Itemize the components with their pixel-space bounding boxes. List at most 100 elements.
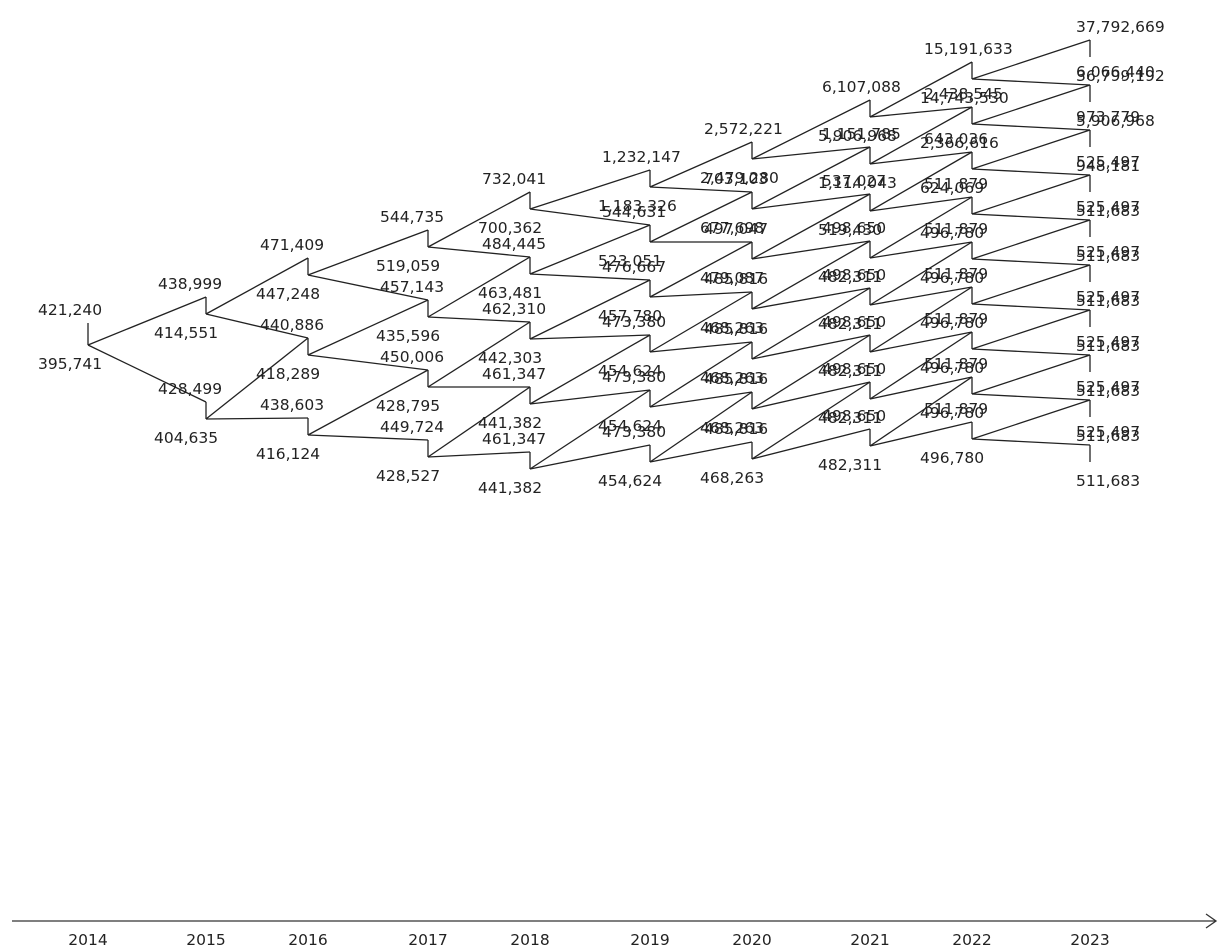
branch-down-7-5	[869, 331, 973, 353]
value-label-8-5-b: 496,780	[920, 314, 984, 332]
value-label-8-3-b: 496,780	[920, 224, 984, 242]
year-labels: 2014 2015 2016 2017 2018 2019 2020 2021 2022 2023	[68, 931, 1109, 949]
value-label-9-4-a: 525,497	[1076, 198, 1140, 216]
value-label-5-3-b: 454,624	[598, 362, 662, 380]
value-label-9-2-a: 973,779	[1076, 108, 1140, 126]
year-label-2022: 2022	[952, 931, 991, 949]
value-label-2-2-a: 438,603	[260, 396, 324, 414]
value-label-7-7-b: 482,311	[818, 456, 882, 474]
branch-down-6-4	[751, 334, 871, 360]
branch-up-8-8	[971, 399, 1091, 440]
branch-up-8-0	[971, 39, 1091, 80]
branch-up-6-2	[751, 193, 871, 260]
branch-down-6-1	[751, 193, 871, 210]
value-label-7-6-b: 482,311	[818, 409, 882, 427]
branch-up-8-1	[971, 84, 1091, 125]
value-label-7-1-b: 1,114,043	[818, 174, 897, 192]
value-label-3-0-a: 544,735	[380, 208, 444, 226]
branch-down-7-2	[869, 196, 973, 212]
value-label-6-0-b: 2,479,280	[700, 169, 779, 187]
value-label-7-4-a: 498,650	[822, 266, 886, 284]
branch-down-8-6	[971, 348, 1091, 356]
value-label-7-5-a: 498,650	[822, 313, 886, 331]
value-label-9-5-a: 525,497	[1076, 243, 1140, 261]
branch-up-5-3	[649, 291, 753, 353]
value-label-6-5-a: 485,816	[704, 370, 768, 388]
value-label-2-1-b: 418,289	[256, 365, 320, 383]
value-label-1-1-a: 428,499	[158, 380, 222, 398]
year-label-2016: 2016	[288, 931, 327, 949]
timeline-axis	[12, 913, 1218, 929]
value-label-6-4-a: 485,816	[704, 320, 768, 338]
branch-up-7-7	[869, 376, 973, 447]
branch-up-7-5	[869, 286, 973, 353]
branch-down-4-2	[529, 334, 651, 340]
value-label-7-1-a: 1,151,785	[822, 125, 901, 143]
branch-up-5-4	[649, 341, 753, 408]
value-label-8-4-a: 511,879	[924, 220, 988, 238]
branch-up-5-5	[649, 391, 753, 463]
branch-up-2-2	[307, 369, 429, 436]
branch-up-5-2	[649, 241, 753, 298]
value-label-6-6-b: 468,263	[700, 469, 764, 487]
value-label-1-0-a: 438,999	[158, 275, 222, 293]
branch-up-4-0	[529, 169, 651, 210]
branch-up-7-1	[869, 106, 973, 165]
branch-down-7-7	[869, 421, 973, 447]
value-label-9-4-b: 511,683	[1076, 247, 1140, 265]
year-label-2021: 2021	[850, 931, 889, 949]
value-label-5-5-b: 454,624	[598, 472, 662, 490]
branch-up-3-3	[427, 386, 531, 458]
branch-down-2-0	[307, 274, 429, 301]
value-label-3-3-b: 428,527	[376, 467, 440, 485]
branch-down-8-2	[971, 168, 1091, 176]
value-label-3-1-a: 457,143	[380, 278, 444, 296]
value-label-4-2-a: 462,310	[482, 300, 546, 318]
value-label-5-2-a: 476,667	[602, 258, 666, 276]
value-label-7-5-b: 482,311	[818, 362, 882, 380]
branch-up-6-4	[751, 287, 871, 360]
value-label-9-6-a: 525,497	[1076, 288, 1140, 306]
value-label-9-3-b: 511,683	[1076, 202, 1140, 220]
branch-up-4-4	[529, 389, 651, 470]
branch-down-6-0	[751, 146, 871, 160]
value-label-6-3-b: 468,263	[700, 319, 764, 337]
value-label-7-3-a: 498,650	[822, 219, 886, 237]
value-label-3-0-b: 519,059	[376, 257, 440, 275]
branch-down-8-4	[971, 258, 1091, 266]
year-label-2020: 2020	[732, 931, 771, 949]
value-label-5-0-a: 1,232,147	[602, 148, 681, 166]
year-label-2017: 2017	[408, 931, 447, 949]
year-label-2014: 2014	[68, 931, 107, 949]
time-axis-arrowhead	[1205, 913, 1218, 929]
branch-down-7-0	[869, 106, 973, 118]
branch-up-1-1	[205, 337, 309, 420]
branch-down-6-3	[751, 287, 871, 310]
branch-up-2-1	[307, 299, 429, 356]
value-label-8-5-a: 511,879	[924, 265, 988, 283]
lattice-segments	[87, 39, 1091, 470]
value-label-1-1-b: 404,635	[154, 429, 218, 447]
value-label-8-0-b: 14,743,530	[920, 89, 1009, 107]
value-label-5-1-b: 523,051	[598, 252, 662, 270]
value-label-9-2-b: 948,181	[1076, 157, 1140, 175]
value-label-5-3-a: 473,380	[602, 313, 666, 331]
branch-down-7-3	[869, 241, 973, 259]
branch-down-5-0	[649, 186, 753, 193]
branch-up-7-4	[869, 241, 973, 306]
value-label-4-3-a: 461,347	[482, 365, 546, 383]
branch-up-3-0	[427, 191, 531, 248]
branch-up-5-1	[649, 191, 753, 243]
value-label-5-1-a: 544,631	[602, 203, 666, 221]
branch-down-5-4	[649, 391, 753, 408]
value-label-9-1-b: 5,906,968	[1076, 112, 1155, 130]
value-label-4-1-a: 484,445	[482, 235, 546, 253]
value-label-9-0-a: 37,792,669	[1076, 18, 1165, 36]
branch-down-4-0	[529, 208, 651, 226]
value-label-6-5-b: 468,263	[700, 419, 764, 437]
branch-down-7-1	[869, 151, 973, 165]
value-label-0-0-b: 395,741	[38, 355, 102, 373]
branch-up-7-2	[869, 151, 973, 212]
value-label-9-0-b: 36,799,192	[1076, 67, 1165, 85]
branch-down-1-0	[205, 313, 309, 339]
